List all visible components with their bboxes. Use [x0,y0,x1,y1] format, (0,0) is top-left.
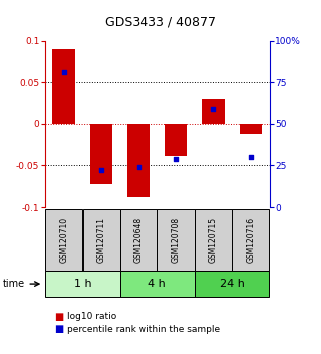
Bar [240,124,262,134]
Point [211,106,216,112]
Bar [52,49,75,124]
Bar [232,209,269,271]
Text: 24 h: 24 h [220,279,245,289]
Text: ■: ■ [55,324,64,334]
Text: GSM120648: GSM120648 [134,217,143,263]
Text: ■: ■ [55,312,64,322]
Text: time: time [3,279,25,289]
Text: GDS3433 / 40877: GDS3433 / 40877 [105,16,216,29]
Text: GSM120715: GSM120715 [209,217,218,263]
Bar [120,209,157,271]
Bar [195,271,269,297]
Point [248,154,254,160]
Bar [158,209,195,271]
Point [136,164,141,170]
Bar [127,124,150,197]
Point [173,156,178,162]
Point [61,69,66,75]
Bar [90,124,112,184]
Bar [45,209,82,271]
Text: percentile rank within the sample: percentile rank within the sample [67,325,221,334]
Text: GSM120710: GSM120710 [59,217,68,263]
Bar [195,209,232,271]
Text: GSM120711: GSM120711 [97,217,106,263]
Bar [202,99,225,124]
Bar [82,209,120,271]
Text: GSM120716: GSM120716 [247,217,256,263]
Text: 4 h: 4 h [148,279,166,289]
Point [99,167,104,172]
Bar [120,271,195,297]
Text: GSM120708: GSM120708 [171,217,180,263]
Text: 1 h: 1 h [74,279,91,289]
Bar [165,124,187,155]
Text: log10 ratio: log10 ratio [67,312,117,321]
Bar [45,271,120,297]
